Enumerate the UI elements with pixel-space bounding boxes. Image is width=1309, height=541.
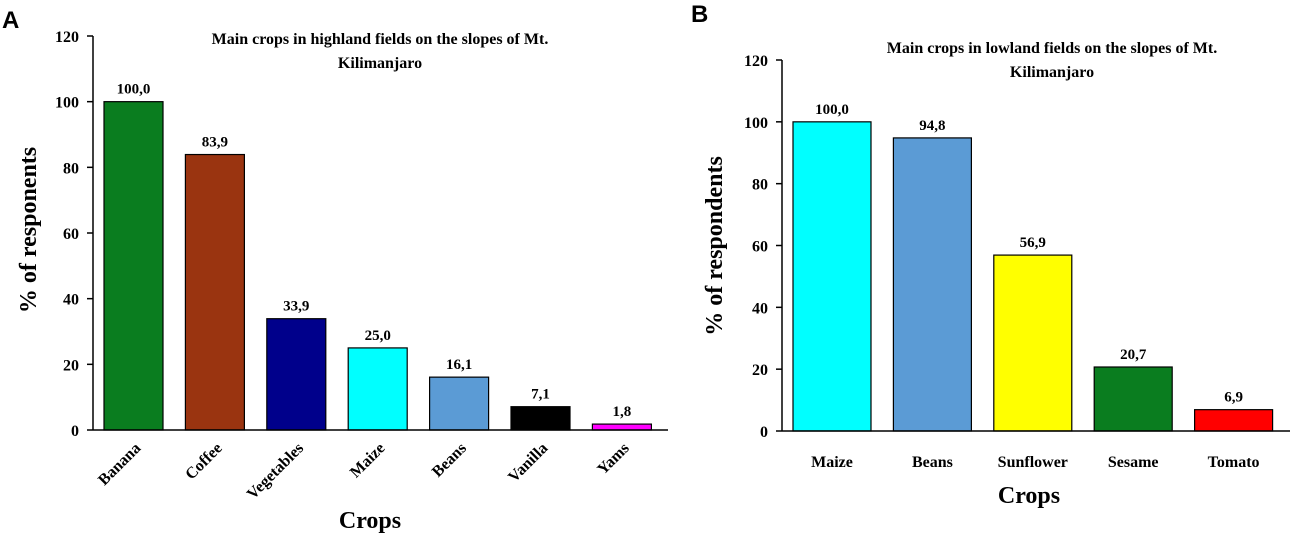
panel-a-x-axis-label: Crops <box>339 508 401 534</box>
panel-a-bar-vanilla <box>510 406 571 431</box>
panel-b-category-label: Tomato <box>1208 454 1260 471</box>
panel-b-y-tick-label: 120 <box>744 53 768 70</box>
panel-b-bar-tomato <box>1193 409 1274 432</box>
panel-a-letter: A <box>2 7 19 34</box>
panel-a-category-label: Coffee <box>182 440 225 483</box>
panel-b-title-line1: Main crops in lowland fields on the slop… <box>887 40 1217 57</box>
panel-a-category-label: Yams <box>594 440 632 478</box>
panel-b-y-axis-label: % of respondents <box>702 156 728 336</box>
panel-a-value-label: 7,1 <box>531 387 550 403</box>
panel-a-category-labels: Banana Coffee Vegetables Maize Beans Vanilla Y… <box>95 440 633 503</box>
panel-a-bar-yams <box>591 423 653 431</box>
panel-a-value-label: 1,8 <box>613 404 632 420</box>
panel-a-bar-coffee <box>184 153 245 431</box>
panel-a-category-label: Banana <box>95 440 144 489</box>
panel-a-y-tick-label: 40 <box>63 292 79 309</box>
panel-b-x-axis-label: Crops <box>998 483 1060 509</box>
panel-b-bar-maize <box>792 121 872 432</box>
panel-b-bar-sunflower <box>993 254 1073 432</box>
panel-a-y-tick-label: 20 <box>63 357 79 374</box>
panel-a-value-label: 33,9 <box>283 299 309 315</box>
panel-b-letter: B <box>691 1 708 28</box>
panel-b-category-label: Beans <box>912 454 953 471</box>
panel-a-title-line2: Kilimanjaro <box>338 55 422 72</box>
panel-a-y-tick-label: 120 <box>55 29 79 46</box>
panel-a-title-line1: Main crops in highland fields on the slo… <box>212 31 549 48</box>
panel-a-y-axis-label: % of responents <box>16 147 42 313</box>
panel-b-y-tick-label: 80 <box>752 177 768 194</box>
panel-a-bar-vegetables <box>266 318 327 431</box>
panel-a-bar-beans <box>429 376 490 431</box>
panel-b-bar-sesame <box>1093 366 1173 432</box>
panel-b-y-tick-label: 40 <box>752 300 768 317</box>
panel-b-y-tick-label: 20 <box>752 362 768 379</box>
panel-b-value-labels: 100,0 94,8 56,9 20,7 6,9 <box>815 102 1243 406</box>
panel-b-value-label: 94,8 <box>919 118 945 134</box>
panel-a-bars <box>103 101 653 431</box>
panel-a-value-label: 16,1 <box>446 357 472 373</box>
panel-b-value-label: 100,0 <box>815 102 849 118</box>
panel-b-category-labels: Maize Beans Sunflower Sesame Tomato <box>811 454 1259 471</box>
panel-b-category-label: Sesame <box>1108 454 1159 471</box>
panel-b-value-label: 56,9 <box>1020 235 1046 251</box>
chart-panel-b: B Main crops in lowland fields on the sl… <box>691 1 1290 509</box>
panel-b-y-tick-label: 0 <box>760 424 768 441</box>
panel-a-bar-banana <box>103 101 164 431</box>
panel-b-bars <box>792 121 1274 432</box>
panel-a-y-tick-label: 60 <box>63 226 79 243</box>
panel-a-category-label: Beans <box>429 440 470 481</box>
panel-a-bar-maize <box>347 347 408 431</box>
panel-b-category-label: Sunflower <box>998 454 1068 471</box>
panel-b-y-tick-label: 60 <box>752 239 768 256</box>
panel-a-value-label: 25,0 <box>365 328 391 344</box>
panel-a-value-labels: 100,0 83,9 33,9 25,0 16,1 7,1 1,8 <box>117 82 632 420</box>
panel-b-y-ticks: 0 20 40 60 80 100 120 <box>744 53 782 441</box>
panel-b-title-line2: Kilimanjaro <box>1010 64 1094 81</box>
panel-b-category-label: Maize <box>811 454 853 471</box>
panel-a-y-tick-label: 0 <box>71 423 79 440</box>
panel-b-value-label: 20,7 <box>1120 347 1147 363</box>
panel-a-value-label: 83,9 <box>202 135 228 151</box>
panel-a-y-tick-label: 100 <box>55 95 79 112</box>
panel-a-category-label: Maize <box>347 440 389 482</box>
panel-b-y-tick-label: 100 <box>744 115 768 132</box>
panel-a-value-label: 100,0 <box>117 82 151 98</box>
panel-a-category-label: Vegetables <box>244 440 307 503</box>
panel-b-bar-beans <box>892 137 973 432</box>
panel-a-category-label: Vanilla <box>505 440 551 486</box>
panel-a-y-ticks: 0 20 40 60 80 100 120 <box>55 29 93 440</box>
chart-panel-a: A Main crops in highland fields on the s… <box>2 7 668 534</box>
panel-a-y-tick-label: 80 <box>63 160 79 177</box>
panel-b-value-label: 6,9 <box>1224 390 1243 406</box>
